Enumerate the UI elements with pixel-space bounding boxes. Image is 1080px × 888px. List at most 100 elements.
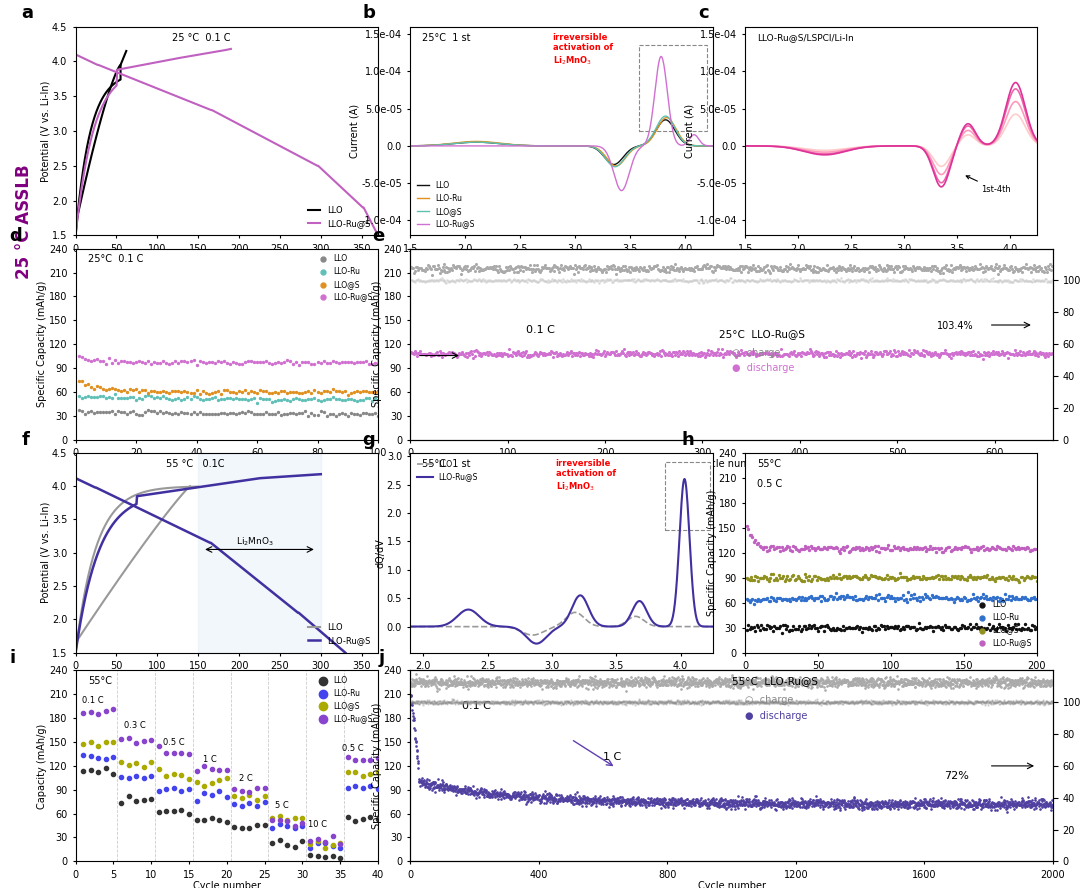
Point: [785, 797, 802, 811]
Point: [469, 694, 486, 709]
Point: [710, 342, 727, 356]
Point: [944, 797, 961, 812]
Point: [896, 678, 914, 692]
Point: [486, 347, 503, 361]
Point: [929, 799, 946, 813]
Point: [442, 696, 459, 710]
Point: [866, 802, 883, 816]
Point: [679, 694, 697, 709]
Point: [819, 694, 836, 709]
Point: [901, 794, 918, 808]
LLO: [758, 618, 775, 632]
Point: [849, 795, 866, 809]
LLO@S: [173, 385, 190, 399]
Point: [867, 345, 885, 360]
Point: [916, 694, 933, 708]
Point: [644, 695, 661, 710]
Point: [657, 797, 674, 812]
Point: [957, 694, 974, 709]
Point: [524, 789, 541, 804]
Point: [923, 675, 941, 689]
Point: [693, 797, 711, 811]
Point: [872, 798, 889, 813]
LLO: [173, 404, 190, 418]
Point: [499, 789, 516, 803]
LLO@S: [233, 791, 251, 805]
Point: [683, 798, 700, 813]
Point: [739, 346, 756, 361]
Point: [903, 795, 920, 809]
Point: [999, 796, 1016, 810]
LLO: [73, 404, 91, 418]
Point: [455, 781, 472, 796]
Point: [409, 272, 427, 286]
Point: [672, 795, 689, 809]
Point: [689, 349, 706, 363]
Point: [1023, 695, 1040, 710]
Point: [1000, 694, 1017, 709]
Point: [855, 678, 873, 693]
Point: [421, 696, 438, 710]
Point: [629, 262, 646, 276]
LLO: [203, 408, 220, 422]
Point: [903, 674, 920, 688]
Point: [536, 674, 553, 688]
Line: LLO: LLO: [410, 120, 713, 164]
Point: [946, 794, 963, 808]
Point: [680, 274, 698, 288]
LLO-Ru@S: [740, 522, 757, 536]
Point: [474, 787, 491, 801]
LLO-Ru@S: [309, 355, 326, 369]
LLO-Ru@S: [921, 539, 939, 553]
Point: [782, 274, 799, 288]
Point: [1038, 673, 1055, 687]
Point: [519, 696, 537, 710]
Point: [523, 274, 540, 288]
Point: [534, 346, 551, 361]
Point: [1020, 671, 1037, 686]
Point: [839, 674, 856, 688]
Point: [703, 696, 720, 710]
Point: [1007, 695, 1024, 710]
Point: [921, 345, 939, 360]
Point: [546, 696, 564, 710]
LLO: [814, 619, 832, 633]
Point: [766, 802, 783, 816]
Point: [880, 273, 897, 287]
Point: [675, 794, 692, 808]
Point: [933, 797, 950, 812]
Point: [861, 694, 878, 709]
Point: [878, 678, 895, 692]
Point: [621, 696, 638, 710]
Point: [565, 696, 582, 710]
Point: [609, 790, 626, 805]
Point: [661, 674, 678, 688]
Point: [934, 799, 951, 813]
Point: [794, 261, 811, 275]
LLO@S: [854, 570, 872, 584]
Point: [407, 734, 424, 749]
Point: [436, 695, 454, 710]
Point: [570, 673, 588, 687]
Point: [967, 695, 984, 710]
Point: [645, 670, 662, 685]
Point: [755, 673, 772, 687]
Point: [525, 789, 542, 804]
LLO@S: [70, 374, 87, 388]
Point: [839, 797, 856, 811]
Point: [530, 789, 548, 803]
Y-axis label: Capacity (mAh/g): Capacity (mAh/g): [38, 723, 48, 809]
Point: [778, 259, 795, 274]
Point: [848, 274, 865, 289]
Point: [447, 273, 464, 287]
Point: [843, 674, 861, 688]
Point: [986, 695, 1003, 710]
Point: [597, 677, 615, 691]
Point: [451, 677, 469, 691]
Point: [923, 678, 941, 693]
Point: [467, 349, 484, 363]
Point: [571, 674, 589, 688]
Point: [751, 795, 768, 809]
Point: [900, 695, 917, 710]
Point: [427, 694, 444, 709]
